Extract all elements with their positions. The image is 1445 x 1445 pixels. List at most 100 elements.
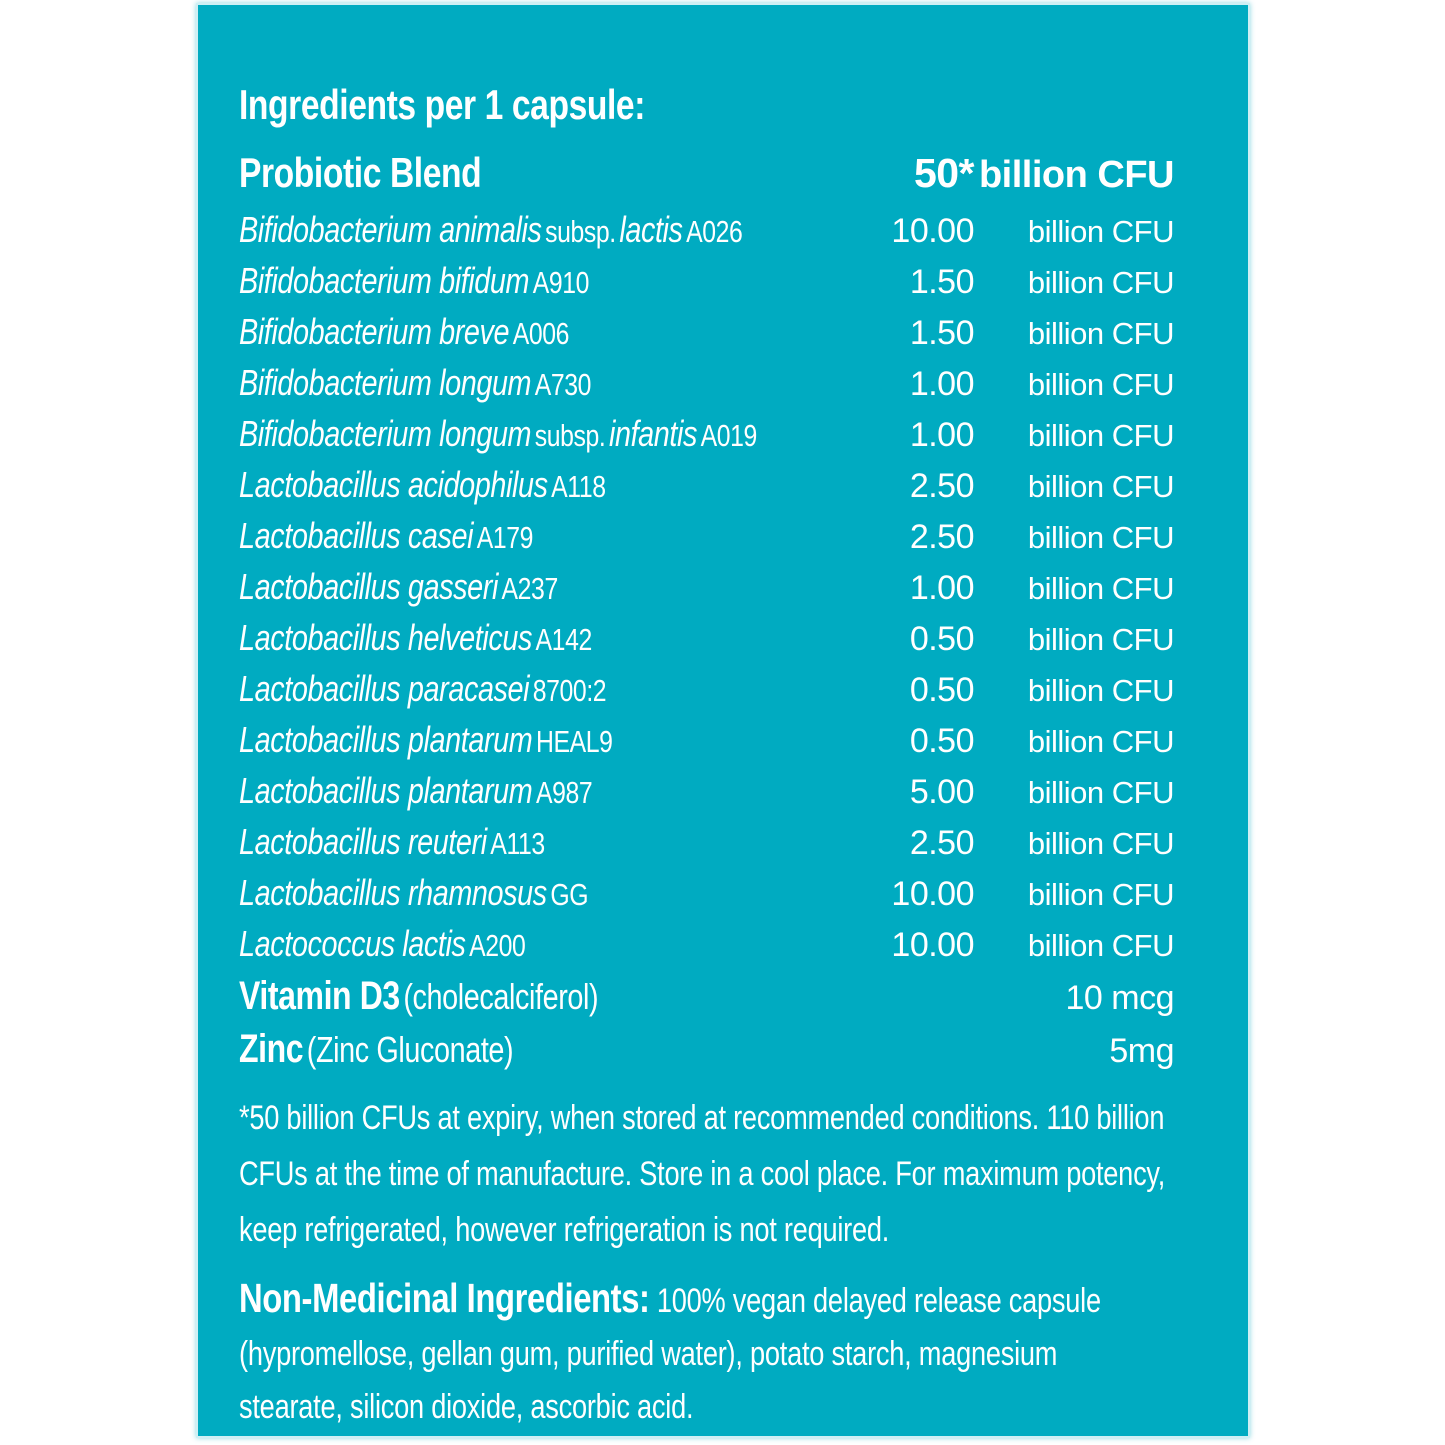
subspecies-prefix: subsp. — [545, 214, 616, 249]
ingredient-name: Lactobacillus paracasei 8700:2 — [239, 668, 743, 710]
table-row: Lactobacillus helveticus A142 0.50 billi… — [239, 617, 1175, 668]
table-row: Bifidobacterium breve A006 1.50 billion … — [239, 311, 1175, 362]
strain-code: A910 — [532, 265, 590, 300]
ingredient-name: Lactococcus lactis A200 — [239, 923, 743, 965]
strain-code: A730 — [534, 367, 592, 402]
table-row: Lactobacillus paracasei 8700:2 0.50 bill… — [239, 668, 1175, 719]
unit-label: billion CFU — [1027, 826, 1175, 861]
ingredient-name: Bifidobacterium longum subsp. infantis A… — [239, 413, 757, 455]
unit-label: billion CFU — [1027, 775, 1175, 810]
unit-label: billion CFU — [1027, 316, 1175, 351]
non-medicinal-heading: Non-Medicinal Ingredients: — [239, 1275, 650, 1321]
ingredient-name: Lactobacillus plantarum HEAL9 — [239, 719, 743, 761]
strain-code: A142 — [535, 622, 593, 657]
amount-value: 1.00 — [909, 569, 975, 607]
amount-value: 1.00 — [909, 416, 975, 454]
amount-value: 2.50 — [909, 824, 975, 862]
species-name: Lactobacillus gasseri — [239, 566, 498, 607]
subspecies-prefix: subsp. — [534, 418, 606, 453]
strain-code: HEAL9 — [535, 724, 613, 759]
table-row: Bifidobacterium longum A730 1.00 billion… — [239, 362, 1175, 413]
ingredient-name: Bifidobacterium animalis subsp. lactis A… — [239, 209, 743, 251]
unit-label: billion CFU — [1027, 877, 1175, 912]
amount-value: 0.50 — [909, 671, 975, 709]
table-header-row: Probiotic Blend 50* billion CFU — [239, 149, 1175, 207]
strain-code: A179 — [476, 520, 534, 555]
table-row: Lactobacillus reuteri A113 2.50 billion … — [239, 821, 1175, 872]
unit-label: billion CFU — [1027, 928, 1175, 963]
non-medicinal-text: 100% vegan delayed release capsule (hypr… — [239, 1282, 1101, 1426]
vitamin-d3-label: Vitamin D3 (cholecalciferol) — [239, 974, 827, 1019]
amount-value: 2.50 — [909, 518, 975, 556]
table-row: Lactobacillus gasseri A237 1.00 billion … — [239, 566, 1175, 617]
vitamin-d3-amount: 10 mcg — [1065, 979, 1175, 1017]
ingredient-rows: Bifidobacterium animalis subsp. lactis A… — [239, 209, 1175, 974]
amount-value: 10.00 — [891, 926, 974, 964]
unit-label: billion CFU — [1027, 571, 1175, 606]
subspecies-name: lactis — [619, 209, 683, 250]
ingredient-name: Bifidobacterium bifidum A910 — [239, 260, 743, 302]
header-total-amount: 50* — [913, 150, 975, 196]
amount-value: 1.00 — [909, 365, 975, 403]
unit-label: billion CFU — [1027, 367, 1175, 402]
ingredient-name: Bifidobacterium longum A730 — [239, 362, 743, 404]
ingredient-name: Lactobacillus rhamnosus GG — [239, 872, 743, 914]
species-name: Lactobacillus paracasei — [239, 668, 530, 709]
species-name: Lactobacillus plantarum — [239, 719, 533, 760]
amount-value: 10.00 — [891, 875, 974, 913]
amount-value: 1.50 — [909, 263, 975, 301]
amount-value: 1.50 — [909, 314, 975, 352]
table-row: Lactobacillus plantarum A987 5.00 billio… — [239, 770, 1175, 821]
non-medicinal-ingredients: Non-Medicinal Ingredients: 100% vegan de… — [239, 1272, 1167, 1434]
zinc-name: Zinc — [239, 1027, 304, 1071]
strain-code: A006 — [512, 316, 570, 351]
header-unit-label: billion CFU — [978, 154, 1175, 196]
zinc-row: Zinc (Zinc Gluconate) 5mg — [239, 1027, 1175, 1080]
amount-value: 0.50 — [909, 722, 975, 760]
vitamin-d3-name: Vitamin D3 — [239, 974, 400, 1018]
ingredient-name: Lactobacillus plantarum A987 — [239, 770, 743, 812]
unit-label: billion CFU — [1027, 673, 1175, 708]
ingredient-name: Lactobacillus helveticus A142 — [239, 617, 743, 659]
strain-code: A987 — [535, 775, 593, 810]
table-row: Lactobacillus rhamnosus GG 10.00 billion… — [239, 872, 1175, 923]
zinc-label: Zinc (Zinc Gluconate) — [239, 1027, 827, 1072]
table-row: Lactobacillus casei A179 2.50 billion CF… — [239, 515, 1175, 566]
amount-value: 0.50 — [909, 620, 975, 658]
species-name: Lactobacillus helveticus — [239, 617, 532, 658]
table-row: Bifidobacterium longum subsp. infantis A… — [239, 413, 1175, 464]
species-name: Lactococcus lactis — [239, 923, 466, 964]
ingredient-name: Lactobacillus reuteri A113 — [239, 821, 743, 863]
unit-label: billion CFU — [1027, 214, 1175, 249]
vitamin-d3-row: Vitamin D3 (cholecalciferol) 10 mcg — [239, 974, 1175, 1027]
strain-code: A237 — [501, 571, 559, 606]
subspecies-name: infantis — [608, 413, 698, 454]
panel-title: Ingredients per 1 capsule: — [239, 81, 645, 128]
species-name: Bifidobacterium longum — [239, 413, 532, 454]
storage-footnote: *50 billion CFUs at expiry, when stored … — [239, 1099, 1166, 1249]
species-name: Lactobacillus plantarum — [239, 770, 533, 811]
zinc-form: (Zinc Gluconate) — [306, 1029, 514, 1070]
unit-label: billion CFU — [1027, 724, 1175, 759]
species-name: Lactobacillus reuteri — [239, 821, 487, 862]
species-name: Lactobacillus acidophilus — [239, 464, 548, 505]
strain-code: GG — [550, 877, 589, 912]
ingredient-name: Lactobacillus casei A179 — [239, 515, 743, 557]
table-row: Lactobacillus plantarum HEAL9 0.50 billi… — [239, 719, 1175, 770]
strain-code: 8700:2 — [532, 673, 607, 708]
amount-value: 2.50 — [909, 467, 975, 505]
zinc-amount: 5mg — [1109, 1032, 1174, 1070]
unit-label: billion CFU — [1027, 469, 1175, 504]
ingredient-name: Lactobacillus acidophilus A118 — [239, 464, 743, 506]
species-name: Bifidobacterium breve — [239, 311, 510, 352]
strain-code: A118 — [551, 469, 606, 504]
species-name: Lactobacillus rhamnosus — [239, 872, 547, 913]
table-row: Lactobacillus acidophilus A118 2.50 bill… — [239, 464, 1175, 515]
vitamin-d3-form: (cholecalciferol) — [403, 976, 599, 1017]
species-name: Bifidobacterium longum — [239, 362, 532, 403]
amount-value: 10.00 — [891, 212, 974, 250]
table-row: Bifidobacterium bifidum A910 1.50 billio… — [239, 260, 1175, 311]
table-row: Bifidobacterium animalis subsp. lactis A… — [239, 209, 1175, 260]
table-row: Lactococcus lactis A200 10.00 billion CF… — [239, 923, 1175, 974]
